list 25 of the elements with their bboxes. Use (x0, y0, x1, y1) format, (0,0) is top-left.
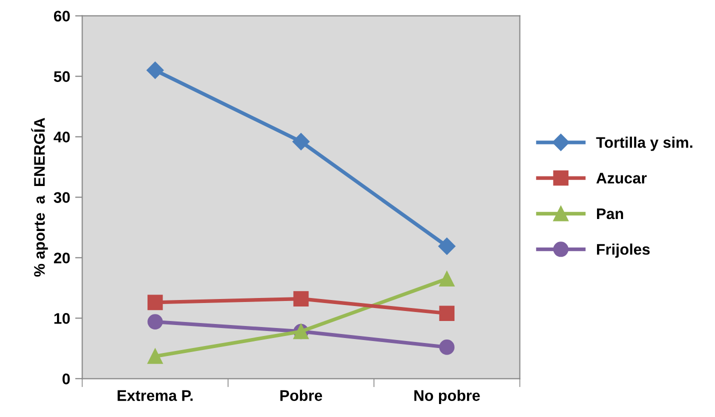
y-axis-title: % aporte a ENERGÍA (31, 118, 48, 277)
y-tick-label: 20 (54, 252, 70, 264)
point (148, 314, 163, 330)
legend-label: Azucar (596, 172, 647, 184)
point (439, 271, 455, 287)
point (438, 238, 456, 255)
point (439, 340, 455, 355)
y-tick-label: 0 (62, 374, 70, 384)
y-tick-label: 60 (54, 10, 70, 22)
x-tick-label: No pobre (414, 390, 480, 404)
legend-label: Pan (597, 208, 624, 220)
legend-label: Tortilla y sim. (596, 136, 692, 151)
y-tick-label: 30 (54, 192, 70, 203)
point (439, 306, 455, 321)
x-tick-label: Extrema P. (118, 390, 193, 401)
point (148, 294, 163, 310)
y-tick-label: 40 (54, 132, 70, 142)
point (148, 348, 163, 364)
legend-label: Frijoles (597, 244, 650, 258)
point (292, 133, 310, 150)
point (146, 62, 164, 79)
y-tick-label: 10 (54, 313, 70, 324)
x-tick-label: Pobre (280, 390, 322, 401)
point (293, 291, 309, 306)
y-tick-label: 50 (54, 71, 70, 82)
